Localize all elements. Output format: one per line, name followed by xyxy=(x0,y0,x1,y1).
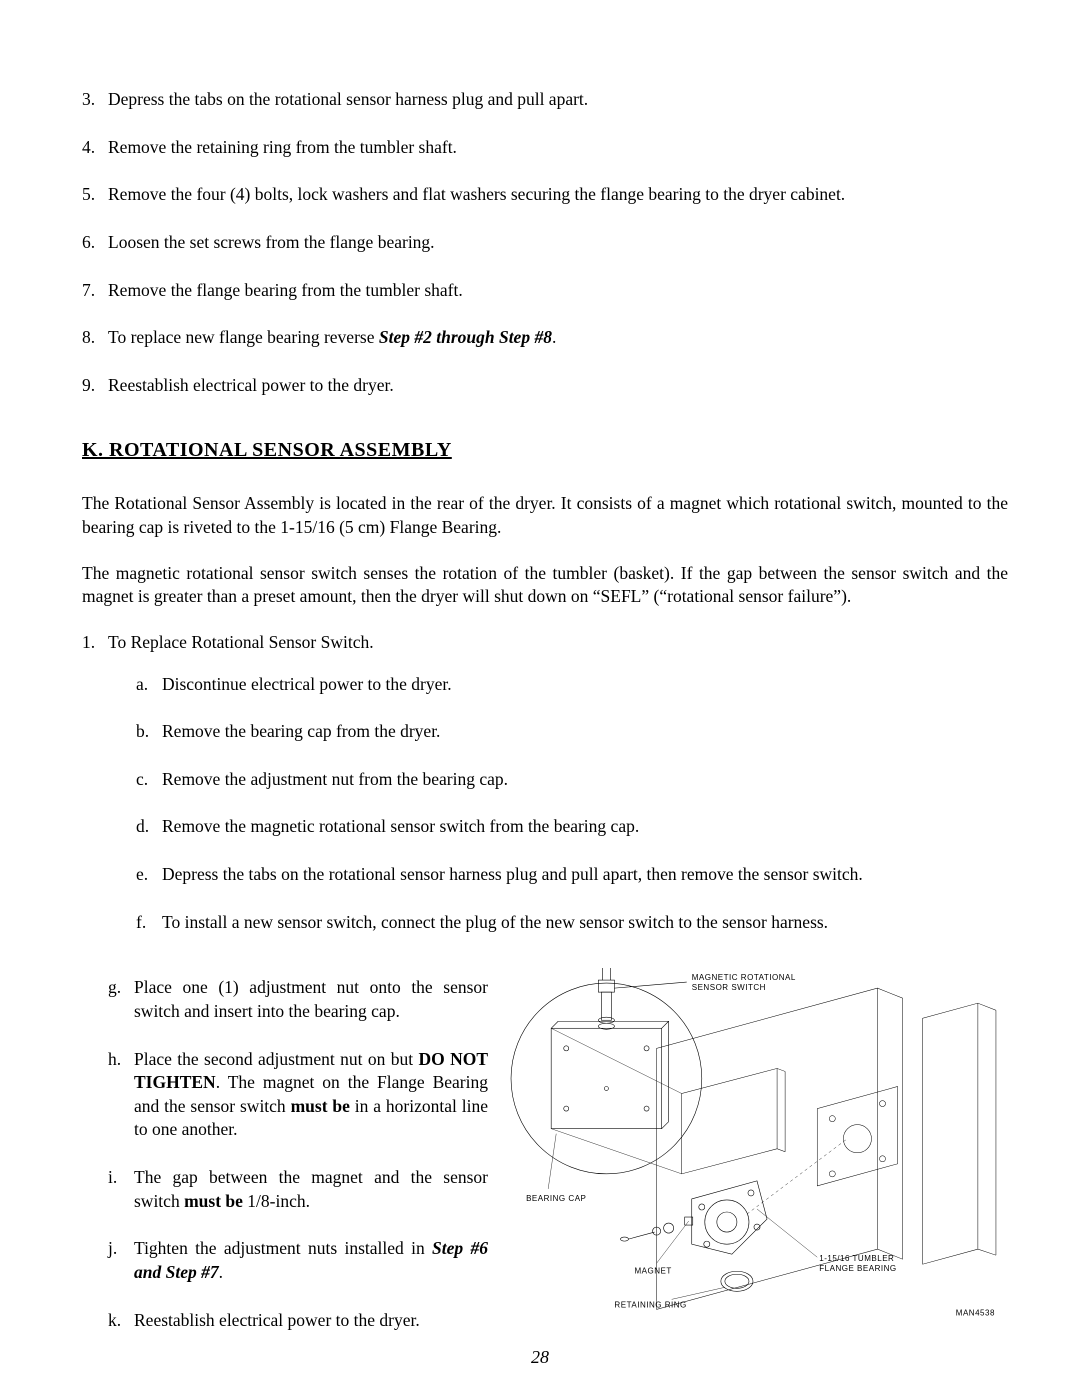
list-marker: 5. xyxy=(82,183,108,207)
sub-list-content: Tighten the adjustment nuts installed in… xyxy=(134,1237,488,1284)
label-magnet: MAGNET xyxy=(635,1267,672,1276)
sub-list-marker: j. xyxy=(108,1237,134,1284)
sub-list-left: g.Place one (1) adjustment nut onto the … xyxy=(108,976,488,1332)
left-column: g.Place one (1) adjustment nut onto the … xyxy=(108,958,488,1356)
paragraph-1: The Rotational Sensor Assembly is locate… xyxy=(82,492,1008,539)
sub-list-content: Place the second adjustment nut on but D… xyxy=(134,1048,488,1143)
right-column-figure: MAGNETIC ROTATIONAL SENSOR SWITCH BEARIN… xyxy=(506,958,1008,1356)
sub-list-item: a.Discontinue electrical power to the dr… xyxy=(136,673,1008,697)
list-content: Remove the retaining ring from the tumbl… xyxy=(108,136,1008,160)
label-flange-2: FLANGE BEARING xyxy=(819,1264,896,1273)
sub-list-marker: e. xyxy=(136,863,162,887)
sub-list-marker: b. xyxy=(136,720,162,744)
sub-list-item: j.Tighten the adjustment nuts installed … xyxy=(108,1237,488,1284)
label-bearing-cap: BEARING CAP xyxy=(526,1194,586,1203)
section-heading-k: K. ROTATIONAL SENSOR ASSEMBLY xyxy=(82,437,1008,464)
sub-list-marker: h. xyxy=(108,1048,134,1143)
sub-list-full: a.Discontinue electrical power to the dr… xyxy=(136,673,1008,935)
list-content: Remove the four (4) bolts, lock washers … xyxy=(108,183,1008,207)
sub-list-content: To install a new sensor switch, connect … xyxy=(162,911,1008,935)
sub-list-marker: g. xyxy=(108,976,134,1023)
list-marker: 6. xyxy=(82,231,108,255)
sub-list-item: d.Remove the magnetic rotational sensor … xyxy=(136,815,1008,839)
list-item: 3.Depress the tabs on the rotational sen… xyxy=(82,88,1008,112)
list-item: 6.Loosen the set screws from the flange … xyxy=(82,231,1008,255)
sub-list-marker: i. xyxy=(108,1166,134,1213)
sub-list-content: Remove the adjustment nut from the beari… xyxy=(162,768,1008,792)
list-marker: 4. xyxy=(82,136,108,160)
list-item: 5.Remove the four (4) bolts, lock washer… xyxy=(82,183,1008,207)
sub-list-content: Place one (1) adjustment nut onto the se… xyxy=(134,976,488,1023)
list-marker: 3. xyxy=(82,88,108,112)
list-item: 4.Remove the retaining ring from the tum… xyxy=(82,136,1008,160)
list-content: To Replace Rotational Sensor Switch. a.D… xyxy=(108,631,1008,1356)
sub-list-marker: c. xyxy=(136,768,162,792)
list-item: 7.Remove the flange bearing from the tum… xyxy=(82,279,1008,303)
sub-list-item: e.Depress the tabs on the rotational sen… xyxy=(136,863,1008,887)
sub-list-content: Discontinue electrical power to the drye… xyxy=(162,673,1008,697)
sub-list-item: i.The gap between the magnet and the sen… xyxy=(108,1166,488,1213)
sub-list-item: f.To install a new sensor switch, connec… xyxy=(136,911,1008,935)
sub-list-marker: k. xyxy=(108,1309,134,1333)
list-content: Depress the tabs on the rotational senso… xyxy=(108,88,1008,112)
sub-list-marker: a. xyxy=(136,673,162,697)
sub-list-content: Remove the bearing cap from the dryer. xyxy=(162,720,1008,744)
sub-list-content: The gap between the magnet and the senso… xyxy=(134,1166,488,1213)
sub-list-marker: f. xyxy=(136,911,162,935)
list-content: Remove the flange bearing from the tumbl… xyxy=(108,279,1008,303)
list-item: 8.To replace new flange bearing reverse … xyxy=(82,326,1008,350)
list-item: 9.Reestablish electrical power to the dr… xyxy=(82,374,1008,398)
list-content: Loosen the set screws from the flange be… xyxy=(108,231,1008,255)
list-content: Reestablish electrical power to the drye… xyxy=(108,374,1008,398)
label-drawing-code: MAN4538 xyxy=(956,1309,995,1318)
two-column-region: g.Place one (1) adjustment nut onto the … xyxy=(108,958,1008,1356)
sub-list-marker: d. xyxy=(136,815,162,839)
label-sensor-switch-1: MAGNETIC ROTATIONAL xyxy=(692,973,796,982)
sub-list-item: g.Place one (1) adjustment nut onto the … xyxy=(108,976,488,1023)
replace-item-1: 1. To Replace Rotational Sensor Switch. … xyxy=(82,631,1008,1356)
list-marker: 8. xyxy=(82,326,108,350)
sub-list-item: h.Place the second adjustment nut on but… xyxy=(108,1048,488,1143)
list-marker: 7. xyxy=(82,279,108,303)
sub-list-content: Remove the magnetic rotational sensor sw… xyxy=(162,815,1008,839)
label-flange-1: 1-15/16 TUMBLER xyxy=(819,1254,894,1263)
sub-list-content: Depress the tabs on the rotational senso… xyxy=(162,863,1008,887)
paragraph-2: The magnetic rotational sensor switch se… xyxy=(82,562,1008,609)
page: 3.Depress the tabs on the rotational sen… xyxy=(0,0,1080,1397)
numbered-list-replace: 1. To Replace Rotational Sensor Switch. … xyxy=(82,631,1008,1356)
list-marker: 9. xyxy=(82,374,108,398)
numbered-list-top: 3.Depress the tabs on the rotational sen… xyxy=(82,88,1008,397)
page-number: 28 xyxy=(0,1345,1080,1369)
label-retaining-ring: RETAINING RING xyxy=(614,1301,686,1310)
sub-list-item: k.Reestablish electrical power to the dr… xyxy=(108,1309,488,1333)
list-content: To replace new flange bearing reverse St… xyxy=(108,326,1008,350)
list-marker: 1. xyxy=(82,631,108,1356)
assembly-diagram: MAGNETIC ROTATIONAL SENSOR SWITCH BEARIN… xyxy=(506,958,1008,1319)
sub-list-item: c.Remove the adjustment nut from the bea… xyxy=(136,768,1008,792)
sub-list-content: Reestablish electrical power to the drye… xyxy=(134,1309,488,1333)
sub-list-item: b.Remove the bearing cap from the dryer. xyxy=(136,720,1008,744)
label-sensor-switch-2: SENSOR SWITCH xyxy=(692,983,766,992)
replace-title: To Replace Rotational Sensor Switch. xyxy=(108,632,374,652)
